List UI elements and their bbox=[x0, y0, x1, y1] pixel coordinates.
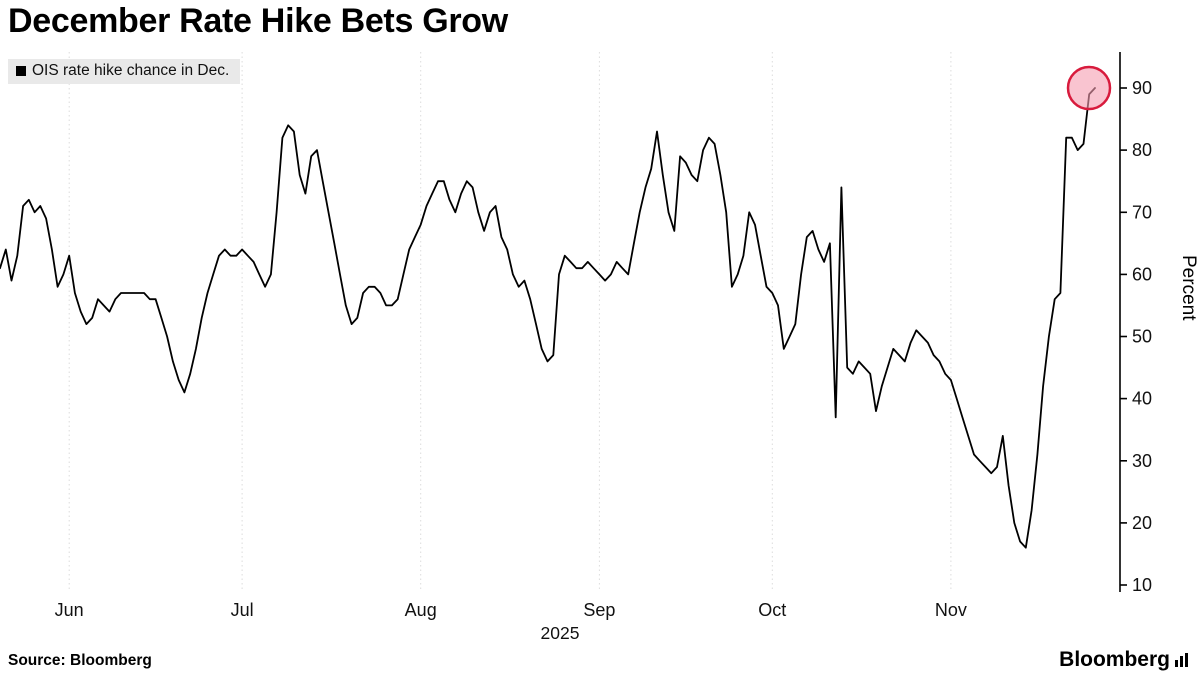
x-axis-year-label: 2025 bbox=[540, 623, 580, 643]
legend: OIS rate hike chance in Dec. bbox=[8, 59, 241, 84]
legend-label: OIS rate hike chance in Dec. bbox=[32, 62, 230, 79]
y-tick-label: 50 bbox=[1132, 327, 1152, 347]
x-tick-label: Nov bbox=[935, 600, 967, 620]
y-tick-label: 90 bbox=[1132, 78, 1152, 98]
source-text: Source: Bloomberg bbox=[8, 652, 152, 669]
bloomberg-logo-bars-icon bbox=[1175, 653, 1188, 667]
series-line bbox=[0, 87, 1096, 549]
y-tick-label: 80 bbox=[1132, 140, 1152, 160]
y-tick-label: 60 bbox=[1132, 264, 1152, 284]
legend-swatch-icon bbox=[16, 66, 26, 76]
y-tick-label: 70 bbox=[1132, 202, 1152, 222]
x-tick-label: Sep bbox=[583, 600, 615, 620]
x-tick-label: Jun bbox=[55, 600, 84, 620]
chart-title: December Rate Hike Bets Grow bbox=[8, 2, 508, 40]
y-axis-title: Percent bbox=[1178, 255, 1199, 321]
y-tick-label: 40 bbox=[1132, 389, 1152, 409]
bloomberg-logo-text: Bloomberg bbox=[1059, 648, 1170, 671]
x-tick-label: Jul bbox=[231, 600, 254, 620]
y-tick-label: 10 bbox=[1132, 575, 1152, 595]
x-tick-label: Oct bbox=[758, 600, 786, 620]
y-tick-label: 30 bbox=[1132, 451, 1152, 471]
highlight-circle bbox=[1066, 65, 1112, 111]
bloomberg-logo: Bloomberg bbox=[1059, 648, 1190, 672]
x-tick-label: Aug bbox=[405, 600, 437, 620]
y-tick-label: 20 bbox=[1132, 513, 1152, 533]
